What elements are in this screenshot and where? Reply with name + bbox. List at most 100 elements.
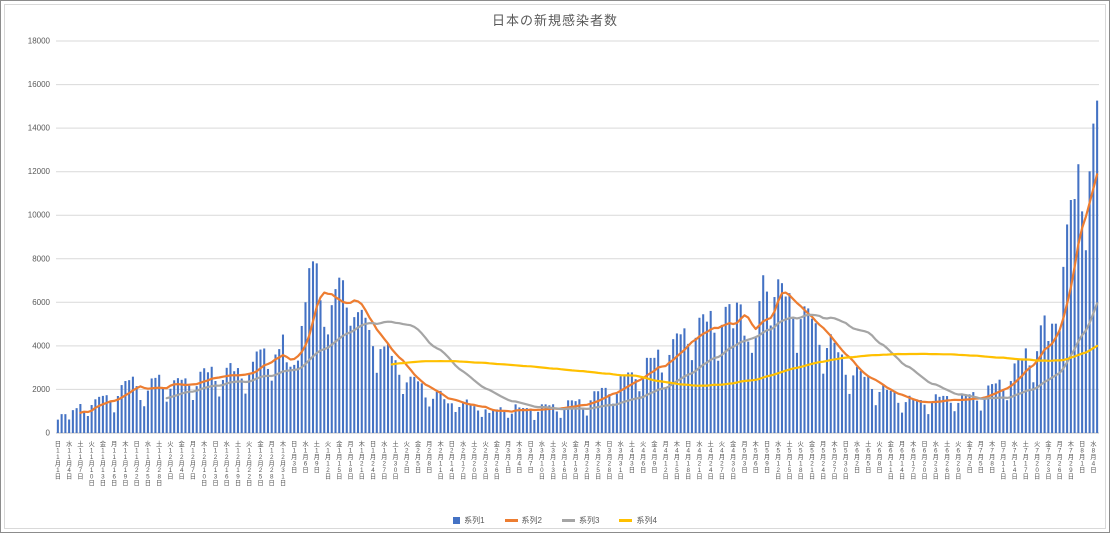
chart-title: 日本の新規感染者数 <box>491 13 618 28</box>
svg-text:6000: 6000 <box>32 298 50 307</box>
legend-item-series4[interactable]: 系列4 <box>619 515 657 526</box>
svg-text:0: 0 <box>46 429 51 438</box>
svg-text:14000: 14000 <box>28 124 51 133</box>
svg-text:10000: 10000 <box>28 211 51 220</box>
legend-item-series2[interactable]: 系列2 <box>504 515 542 526</box>
series3-label: 系列3 <box>579 516 600 525</box>
legend-item-series3[interactable]: 系列3 <box>562 515 599 526</box>
svg-text:16000: 16000 <box>28 80 51 89</box>
series4-swatch-icon <box>619 519 633 522</box>
svg-text:12000: 12000 <box>28 167 51 176</box>
legend-item-series1[interactable]: 系列1 <box>453 515 485 526</box>
series1-label: 系列1 <box>464 516 485 525</box>
series4-label: 系列4 <box>636 516 657 525</box>
series2-label: 系列2 <box>521 516 542 525</box>
series1-swatch-icon <box>453 517 461 524</box>
series3-swatch-icon <box>562 519 575 522</box>
legend: 系列1 系列2 系列3 系列4 <box>1 515 1109 526</box>
series2-swatch-icon <box>504 519 518 522</box>
svg-text:8000: 8000 <box>32 254 50 263</box>
svg-text:18000: 18000 <box>28 37 51 46</box>
svg-text:4000: 4000 <box>32 341 50 350</box>
svg-text:2000: 2000 <box>32 385 50 394</box>
